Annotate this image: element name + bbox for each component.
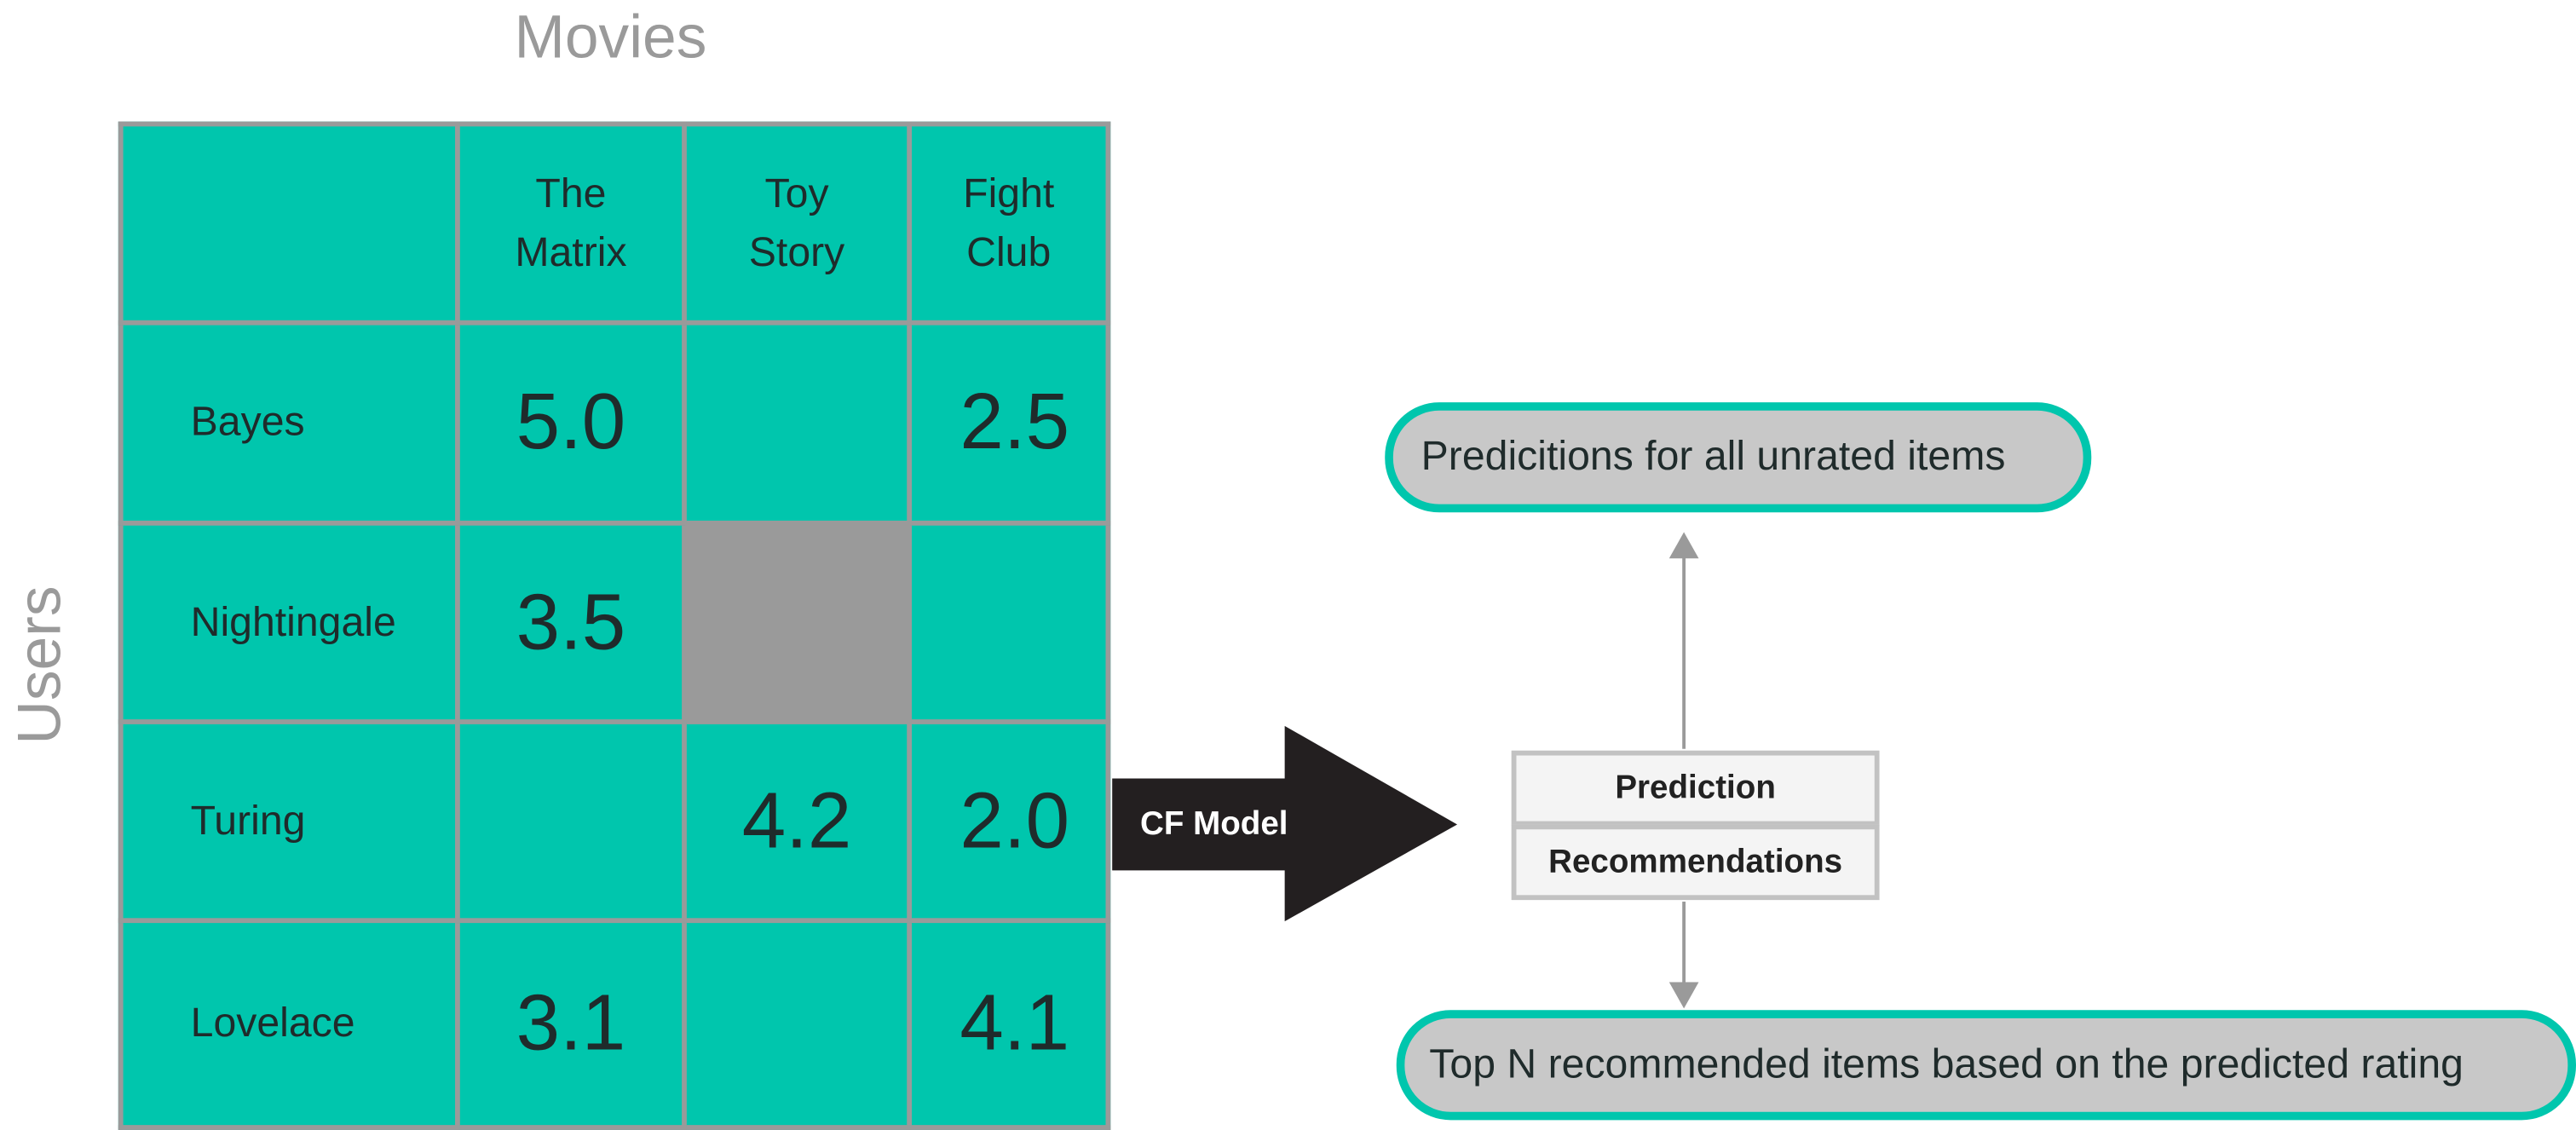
rating-lovelace-fight-club: 4.1 xyxy=(907,918,1111,1130)
predictions-output-pill: Predicitions for all unrated items xyxy=(1385,402,2092,513)
rating-bayes-the-matrix: 5.0 xyxy=(455,320,687,526)
rating-nightingale-fight-club xyxy=(907,520,1111,724)
column-header-the-matrix: The Matrix xyxy=(455,121,687,326)
movies-axis-title: Movies xyxy=(514,3,707,71)
matrix-header-row: The Matrix Toy Story Fight Club xyxy=(118,121,1111,326)
user-movie-rating-matrix: The Matrix Toy Story Fight Club Bayes 5.… xyxy=(118,121,1111,1130)
row-label-nightingale: Nightingale xyxy=(118,520,460,724)
rating-bayes-fight-club: 2.5 xyxy=(907,320,1111,526)
row-label-lovelace: Lovelace xyxy=(118,918,460,1130)
connector-up-arrowhead xyxy=(1668,532,1699,559)
prediction-box: Prediction xyxy=(1511,750,1880,827)
matrix-row-lovelace: Lovelace 3.1 4.1 xyxy=(118,918,1111,1130)
rating-turing-toy-story: 4.2 xyxy=(682,719,913,924)
row-label-bayes: Bayes xyxy=(118,320,460,526)
rating-turing-the-matrix xyxy=(455,719,687,924)
missing-rating-cell xyxy=(682,520,913,724)
rating-lovelace-the-matrix: 3.1 xyxy=(455,918,687,1130)
cf-model-label: CF Model xyxy=(1139,806,1288,843)
rating-nightingale-the-matrix: 3.5 xyxy=(455,520,687,724)
matrix-row-nightingale: Nightingale 3.5 xyxy=(118,520,1111,724)
row-label-turing: Turing xyxy=(118,719,460,924)
matrix-row-bayes: Bayes 5.0 2.5 xyxy=(118,320,1111,526)
matrix-corner-cell xyxy=(118,121,460,326)
column-header-fight-club: Fight Club xyxy=(907,121,1111,326)
matrix-row-turing: Turing 4.2 2.0 xyxy=(118,719,1111,924)
rating-lovelace-toy-story xyxy=(682,918,913,1130)
rating-turing-fight-club: 2.0 xyxy=(907,719,1111,924)
users-axis-title: Users xyxy=(5,585,73,745)
connector-down-arrowhead xyxy=(1668,982,1699,1009)
column-header-toy-story: Toy Story xyxy=(682,121,913,326)
recommendations-box: Recommendations xyxy=(1511,824,1880,901)
recommendations-output-pill: Top N recommended items based on the pre… xyxy=(1396,1010,2576,1121)
rating-bayes-toy-story xyxy=(682,320,913,526)
